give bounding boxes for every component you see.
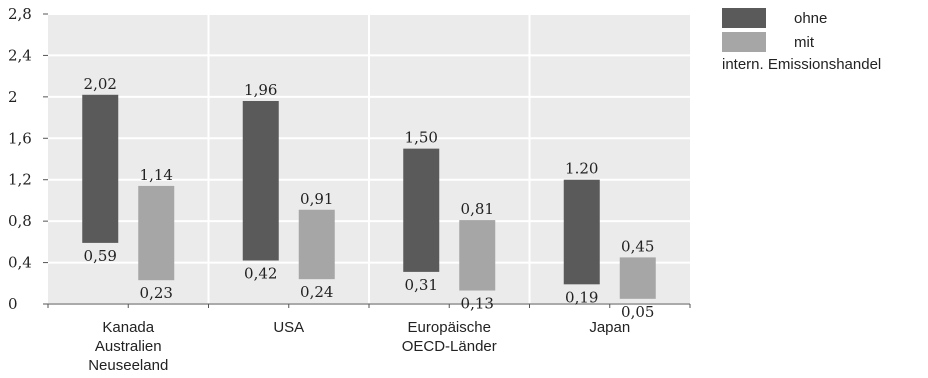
category-label: Neuseeland (88, 357, 168, 374)
y-tick-label: 0 (8, 295, 18, 313)
data-label-high: 1,96 (244, 81, 277, 99)
legend: ohne mit intern. Emissionshandel (722, 6, 881, 73)
legend-item-mit: mit (722, 30, 881, 54)
bar-ohne (242, 101, 279, 261)
legend-item-ohne: ohne (722, 6, 881, 30)
category-label: OECD-Länder (402, 338, 497, 355)
legend-swatch-ohne (722, 8, 766, 28)
category-label: Kanada (102, 319, 154, 336)
y-tick-label: 0,4 (8, 254, 32, 272)
category-label: Japan (589, 319, 630, 336)
legend-note: intern. Emissionshandel (722, 56, 882, 73)
data-label-high: 2,02 (84, 75, 117, 93)
y-tick-label: 1,2 (8, 171, 32, 189)
category-label: Europäische (408, 319, 491, 336)
data-label-high: 0,45 (621, 237, 654, 255)
y-tick-label: 2 (8, 88, 18, 106)
y-tick-label: 2,8 (8, 5, 32, 23)
data-label-low: 0,19 (565, 288, 598, 306)
plot-area: 0 0,4 0,8 1,2 1,6 2 2,4 2,8 2,02 0,59 1,14 0,23 Kana… (8, 5, 691, 374)
data-label-low: 0,31 (405, 276, 438, 294)
data-label-low: 0,59 (84, 247, 117, 265)
data-label-high: 1,14 (140, 166, 173, 184)
y-tick-label: 2,4 (8, 46, 32, 64)
data-label-low: 0,13 (461, 295, 494, 313)
bar-ohne (82, 94, 119, 243)
bar-mit (138, 185, 175, 281)
data-label-low: 0,23 (140, 284, 173, 302)
data-label-low: 0,05 (621, 303, 654, 321)
category-label: Australien (95, 338, 162, 355)
bar-ohne (563, 179, 600, 285)
legend-label-ohne: ohne (794, 9, 828, 27)
y-tick-label: 1,6 (8, 129, 32, 147)
data-label-high: 1.20 (565, 160, 598, 178)
category-label: USA (273, 319, 304, 336)
data-label-high: 1,50 (405, 129, 438, 147)
y-tick-label: 0,8 (8, 212, 32, 230)
bar-mit (298, 209, 335, 280)
legend-swatch-mit (722, 32, 766, 52)
data-label-low: 0,24 (300, 283, 333, 301)
bar-ohne (403, 148, 440, 272)
data-label-low: 0,42 (244, 265, 277, 283)
data-label-high: 0,81 (461, 200, 494, 218)
data-label-high: 0,91 (300, 190, 333, 208)
legend-label-mit: mit (794, 33, 814, 51)
bar-mit (619, 257, 656, 299)
bar-mit (459, 220, 496, 291)
